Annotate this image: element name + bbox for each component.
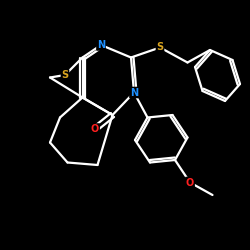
- Text: O: O: [91, 124, 99, 134]
- Text: S: S: [62, 70, 68, 80]
- Text: N: N: [97, 40, 105, 50]
- Text: S: S: [156, 42, 164, 52]
- Text: O: O: [186, 178, 194, 188]
- Text: N: N: [130, 88, 138, 98]
